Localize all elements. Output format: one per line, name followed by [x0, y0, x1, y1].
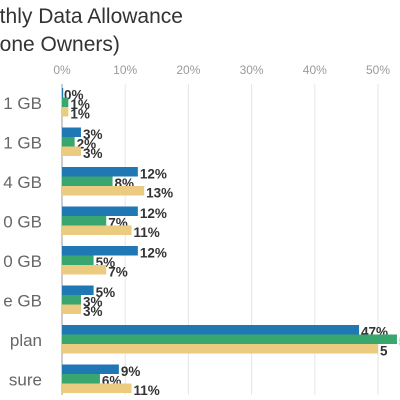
- data-label: 2%: [77, 137, 97, 152]
- bar: [62, 167, 138, 177]
- bar: [62, 97, 69, 107]
- bar: [62, 107, 69, 117]
- data-label: 12%: [140, 206, 167, 221]
- bar: [62, 255, 94, 265]
- data-label: 9%: [121, 364, 141, 379]
- bar: [62, 383, 132, 393]
- data-label: 7%: [108, 265, 128, 280]
- data-label: 12%: [140, 246, 167, 261]
- x-tick-label: 50%: [366, 63, 390, 77]
- bar: [62, 176, 113, 186]
- bar: [62, 216, 107, 226]
- category-label: sure: [9, 371, 42, 390]
- data-label: 12%: [140, 167, 167, 182]
- data-label: 53%: [399, 334, 400, 349]
- bar: [62, 334, 397, 344]
- category-label: 0 GB: [3, 213, 42, 232]
- category-label: e GB: [3, 292, 42, 311]
- data-label: 1%: [70, 97, 90, 112]
- data-label: 3%: [83, 304, 103, 319]
- bar: [62, 127, 81, 137]
- bar: [62, 246, 138, 256]
- category-label: 4 GB: [3, 173, 42, 192]
- bar: [62, 295, 81, 305]
- x-tick-label: 0%: [53, 63, 71, 77]
- data-label: 3%: [83, 295, 103, 310]
- data-label: 3%: [83, 127, 103, 142]
- bar: [62, 146, 81, 156]
- bar: [62, 206, 138, 216]
- bar: [62, 344, 378, 354]
- data-label: 5%: [96, 285, 116, 300]
- chart-title-line-2: hone Owners): [0, 33, 120, 56]
- data-label: 0%: [64, 88, 84, 103]
- data-label: 13%: [146, 186, 173, 201]
- data-label: 3%: [83, 146, 103, 161]
- x-tick-label: 20%: [176, 63, 200, 77]
- data-label: 11%: [134, 383, 160, 398]
- bar: [62, 364, 119, 374]
- bar: [62, 374, 100, 384]
- bar: [62, 225, 132, 235]
- x-tick-label: 10%: [113, 63, 137, 77]
- chart-title-line-1: nthly Data Allowance: [0, 5, 183, 28]
- bar: [62, 285, 94, 295]
- category-label: 0 GB: [3, 252, 42, 271]
- bar: [62, 137, 75, 147]
- x-tick-label: 40%: [303, 63, 327, 77]
- data-label: 5: [380, 344, 388, 359]
- data-label: 1%: [70, 107, 90, 122]
- category-label: plan: [10, 331, 42, 350]
- bar: [62, 186, 145, 196]
- data-label: 11%: [134, 225, 160, 240]
- bar: [62, 265, 107, 275]
- bar: [62, 304, 81, 314]
- category-label: 1 GB: [3, 134, 42, 153]
- bar: [62, 325, 360, 335]
- bar: [62, 88, 64, 98]
- category-label: 1 GB: [3, 94, 42, 113]
- x-tick-label: 30%: [240, 63, 264, 77]
